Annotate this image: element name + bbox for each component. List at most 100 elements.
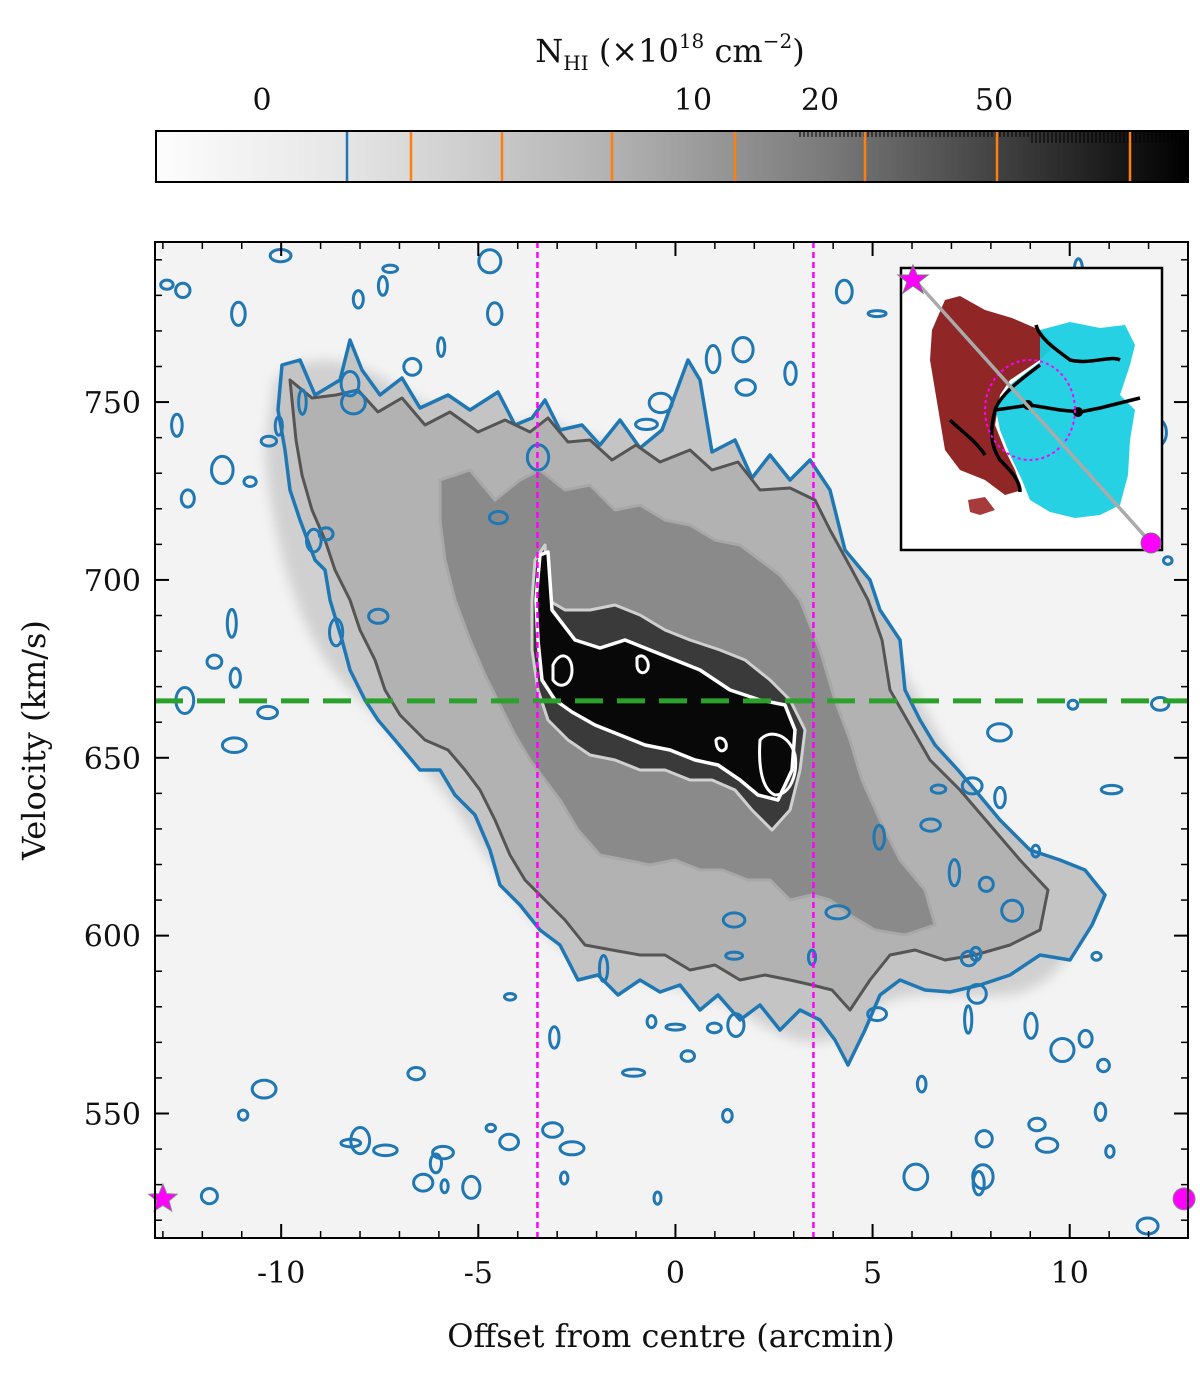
noise-contour-blob xyxy=(866,309,888,319)
y-tick-label: 650 xyxy=(84,742,141,777)
noise-contour-blob xyxy=(726,1012,746,1038)
contour-highest-a xyxy=(551,654,574,687)
noise-contour-blob xyxy=(1049,1037,1076,1063)
inset-ellipse xyxy=(984,359,1076,461)
x-axis-ticks: -10 -5 0 5 10 xyxy=(162,242,1189,1291)
colorbar-level-lines xyxy=(345,132,1132,181)
noise-contour-blob xyxy=(376,275,389,297)
noise-contour-blob xyxy=(977,875,995,893)
noise-contour-blob xyxy=(558,1140,586,1157)
noise-contour-blob xyxy=(340,389,367,416)
noise-contour-blob xyxy=(236,1108,250,1122)
noise-contour-blob xyxy=(305,527,323,554)
noise-contour-blob xyxy=(436,336,447,358)
noise-contour-blob xyxy=(1150,696,1171,712)
noise-contour-blob xyxy=(1099,783,1124,796)
noise-contour-blob xyxy=(721,911,747,929)
noise-contour-blob xyxy=(250,1078,278,1100)
noise-contour-blob xyxy=(228,666,242,689)
noise-contour-blob xyxy=(477,248,503,275)
contour-core xyxy=(534,550,797,802)
noise-contour-blob xyxy=(947,858,962,888)
noise-contour-blob xyxy=(461,1174,482,1200)
noise-contour-blob xyxy=(1000,898,1025,923)
noise-contour-blob xyxy=(498,1132,521,1152)
noise-contour-blob xyxy=(503,992,518,1002)
noise-contour-blob xyxy=(402,357,423,377)
noise-contour-blob xyxy=(381,263,400,274)
y-tick-label: 600 xyxy=(84,920,141,955)
noise-contour-blob xyxy=(367,607,390,625)
noise-contour-blob xyxy=(960,776,984,796)
colorbar: NHI (×1018 cm−2) 0 10 20 50 xyxy=(155,29,1189,183)
noise-contour-blob xyxy=(199,1187,219,1206)
noise-contour-blob xyxy=(406,1066,427,1082)
noise-contour-blob xyxy=(919,817,942,833)
inset-slice-path xyxy=(911,276,1153,545)
noise-contour-blob xyxy=(664,1022,687,1032)
noise-contour-blob xyxy=(963,1004,974,1035)
noise-contour-blob xyxy=(273,415,284,437)
noise-contour-blob xyxy=(205,653,224,670)
colorbar-label: NHI (×1018 cm−2) xyxy=(535,29,804,75)
noise-contour-blob xyxy=(351,289,365,310)
noise-contour-blob xyxy=(986,722,1013,743)
colorbar-tick-label-50: 50 xyxy=(975,83,1013,118)
noise-contour-blob xyxy=(929,783,948,795)
noise-contour-blob xyxy=(902,1162,930,1192)
noise-contour-blob xyxy=(372,1143,399,1158)
noise-contour-blob xyxy=(866,1006,888,1023)
y-tick-label: 550 xyxy=(84,1098,141,1133)
noise-contour-blob xyxy=(704,344,722,375)
noise-contour-blob xyxy=(242,475,258,489)
x-tick-label: 0 xyxy=(666,1256,685,1291)
noise-contour-blob xyxy=(645,1014,658,1030)
noise-contour-blob xyxy=(210,454,235,486)
noise-contour-blob xyxy=(1023,1011,1039,1040)
noise-contour-blob xyxy=(915,1074,928,1094)
noise-contour-blob xyxy=(1030,843,1042,859)
x-tick-label: 5 xyxy=(863,1256,882,1291)
inset-redshifted-region xyxy=(930,296,1055,495)
x-tick-label: -5 xyxy=(464,1256,493,1291)
noise-contour-blob xyxy=(621,1067,647,1078)
noise-contour-blob xyxy=(705,1021,723,1035)
emission-contours xyxy=(276,338,1107,1067)
noise-contour-blob xyxy=(959,949,979,968)
noise-contour-blob xyxy=(647,391,674,415)
noise-contour-blob xyxy=(259,434,279,448)
noise-contour-blob xyxy=(174,281,192,299)
contour-highest-b xyxy=(635,654,650,675)
noise-contour-blob xyxy=(652,1190,663,1206)
x-axis-title: Offset from centre (arcmin) xyxy=(447,1317,894,1355)
x-tick-label: -10 xyxy=(257,1256,305,1291)
noise-contour-blob xyxy=(349,1126,372,1156)
noise-contour-blob xyxy=(1096,1057,1111,1074)
noise-contour-blob xyxy=(412,1172,435,1193)
noise-contour-blob xyxy=(966,983,988,1005)
x-tick-label: 10 xyxy=(1051,1256,1089,1291)
noise-contour-blob xyxy=(559,1170,570,1186)
noise-contour-blob xyxy=(170,412,184,438)
y-axis-title: Velocity (km/s) xyxy=(15,620,53,861)
noise-contour-blob xyxy=(486,301,504,327)
noise-contour-blob xyxy=(541,1121,564,1139)
noise-contour-blob xyxy=(1090,950,1103,962)
noise-contour-blob xyxy=(806,948,818,967)
contour-highest-d xyxy=(714,736,728,753)
noise-contour-blob xyxy=(1135,1216,1160,1236)
noise-contour-blob xyxy=(1104,1144,1116,1159)
noise-contour-blob xyxy=(428,1152,443,1175)
inset-star-icon xyxy=(896,263,930,295)
start-star-icon xyxy=(147,1182,179,1213)
colorbar-tick-label-20: 20 xyxy=(801,83,839,118)
noise-contour-blob xyxy=(220,736,248,755)
noise-contour-blob xyxy=(634,417,659,431)
inset-zero-velocity-contour xyxy=(948,324,1141,493)
noise-contour-blob xyxy=(731,336,755,364)
noise-contour-blob xyxy=(721,1108,734,1124)
reference-lines xyxy=(155,242,1188,1238)
colorbar-tick-label-10: 10 xyxy=(674,83,712,118)
y-axis-ticks: 550 600 650 700 750 xyxy=(84,259,1188,1221)
